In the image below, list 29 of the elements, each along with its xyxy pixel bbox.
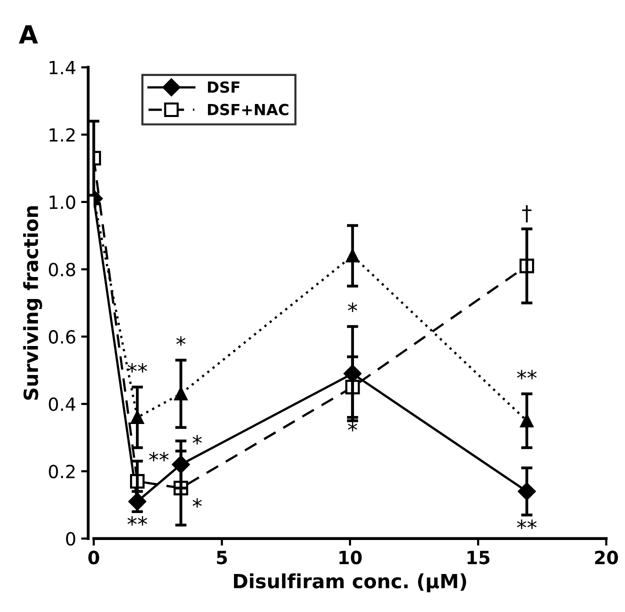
- y-tick-label: 0.2: [48, 464, 75, 478]
- annotation: *: [176, 336, 186, 346]
- y-tick-label: 1.0: [50, 195, 76, 210]
- annotation: **: [149, 452, 169, 462]
- y-tick-label: 1.2: [50, 128, 75, 142]
- annotation: *: [192, 434, 202, 444]
- y-tick-label: 0.4: [48, 397, 76, 412]
- x-tick-label: 0: [88, 550, 100, 564]
- annotation: †: [522, 205, 532, 222]
- x-tick-label: 15: [468, 550, 490, 564]
- x-tick-label: 5: [216, 550, 227, 564]
- y-tick-label: 0.6: [48, 330, 76, 344]
- annotation: *: [348, 302, 358, 312]
- y-tick-label: 0: [66, 532, 76, 546]
- legend-label: DSF+NAC: [208, 104, 288, 116]
- x-axis-title: Disulfiram conc. (µM): [234, 573, 466, 592]
- chart-title: A: [18, 25, 38, 44]
- y-tick-label: 1.4: [50, 61, 76, 74]
- annotation: **: [128, 516, 148, 526]
- y-tick-label: 0.8: [48, 262, 76, 276]
- annotation: **: [517, 370, 537, 380]
- annotation: *: [192, 498, 202, 508]
- x-tick-label: 20: [595, 550, 618, 564]
- legend-label: DSF: [208, 81, 240, 93]
- x-tick-label: 10: [339, 550, 362, 564]
- annotation: **: [128, 363, 148, 373]
- annotation: *: [348, 422, 358, 432]
- y-axis-title: Surviving fraction: [23, 206, 42, 400]
- annotation: **: [517, 520, 537, 530]
